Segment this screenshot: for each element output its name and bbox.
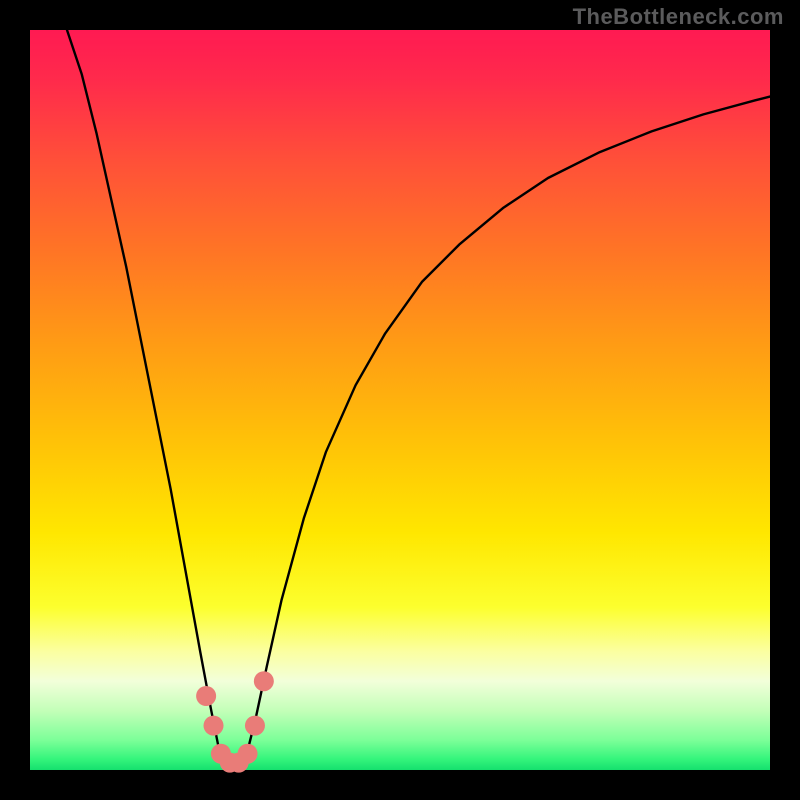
curve-marker xyxy=(196,686,216,706)
watermark-text: TheBottleneck.com xyxy=(573,4,784,30)
plot-area xyxy=(30,30,770,770)
curve-marker xyxy=(254,671,274,691)
chart-frame: TheBottleneck.com xyxy=(0,0,800,800)
curve-marker xyxy=(245,716,265,736)
gradient-background xyxy=(30,30,770,770)
curve-marker xyxy=(238,744,258,764)
curve-marker xyxy=(204,716,224,736)
chart-svg xyxy=(30,30,770,770)
